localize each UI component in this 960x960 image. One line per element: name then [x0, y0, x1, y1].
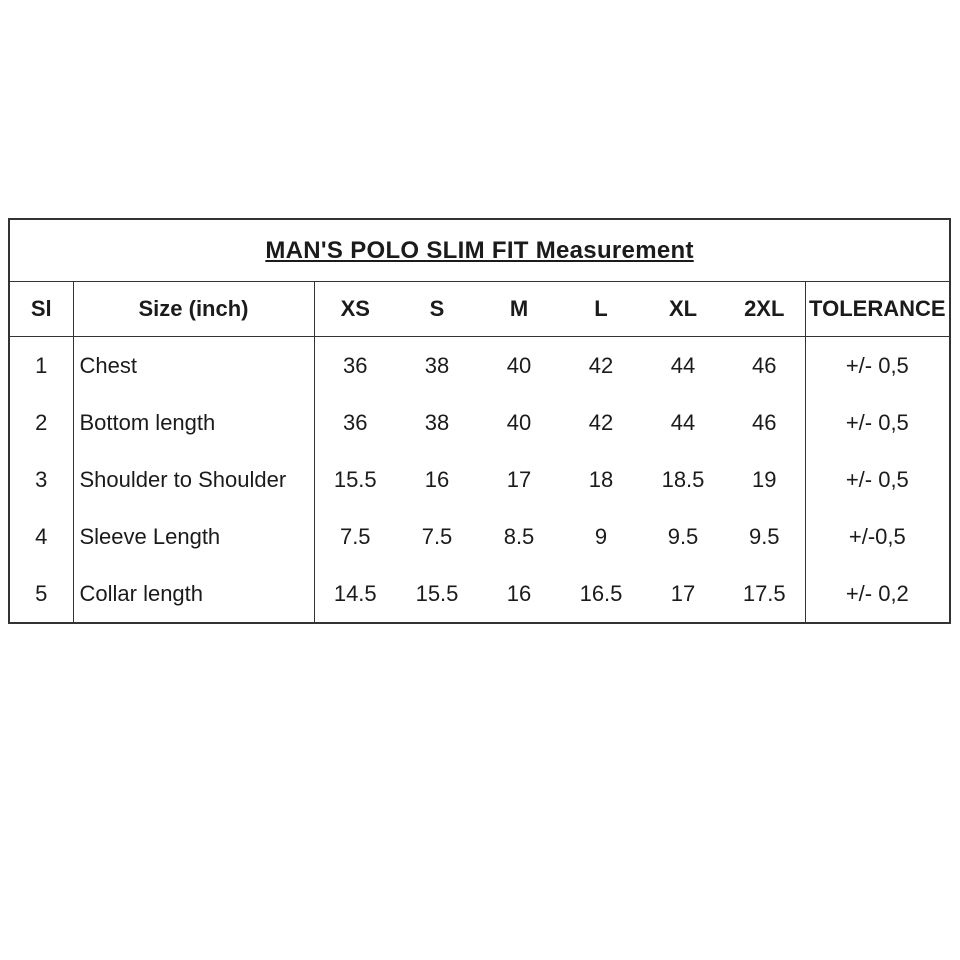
sl-number-cell: 5 [9, 565, 74, 623]
size-value-cell: 9.5 [724, 508, 806, 565]
size-value-cell: 16 [506, 580, 532, 606]
sl-number-cell: 2 [9, 394, 74, 451]
size-value-cell: 46 [724, 336, 806, 394]
tolerance-value-cell: +/- 0,5 [845, 352, 909, 378]
size-value-cell: 8.5 [503, 523, 535, 549]
measurement-name-cell: Collar length [73, 565, 315, 623]
size-value-cell: 36 [343, 409, 368, 435]
size-value-cell: 9 [594, 523, 608, 549]
size-value-cell: 40 [506, 352, 532, 378]
table-body: 1 Chest 36 38 40 42 44 46 +/- 0,5 2 Bottom length 3… [9, 336, 950, 623]
column-header-sl: Sl [9, 281, 74, 337]
table-row: 3 Shoulder to Shoulder 15.5 16 17 18 18.5 19 +/-… [9, 451, 950, 508]
size-value-cell: 15.5 [333, 466, 377, 492]
size-value-cell: 17 [670, 580, 696, 606]
size-value-cell: 44 [670, 352, 696, 378]
measurement-name-cell: Bottom length [73, 394, 315, 451]
size-value-cell: 38 [424, 409, 450, 435]
table-title: MAN'S POLO SLIM FIT Measurement [265, 236, 694, 264]
table-row: 1 Chest 36 38 40 42 44 46 +/- 0,5 [9, 336, 950, 394]
header-row: Sl Size (inch) XS S M L XL 2XL TOLERANCE [9, 281, 951, 337]
tolerance-value-cell: +/- 0,2 [845, 580, 909, 606]
measurement-name-cell: Sleeve Length [73, 508, 315, 565]
sl-number-cell: 4 [9, 508, 74, 565]
size-value-cell: 40 [506, 409, 532, 435]
column-header-size-inch: Size (inch) [73, 281, 315, 337]
size-value-cell: 46 [724, 394, 806, 451]
column-header-m: M [478, 281, 560, 337]
column-header-tolerance: TOLERANCE [805, 281, 951, 337]
size-value-cell: 9.5 [667, 523, 699, 549]
table-row: 5 Collar length 14.5 15.5 16 16.5 17 17.5 +/- 0,… [9, 565, 950, 623]
size-value-cell: 18.5 [661, 466, 705, 492]
column-header-l: L [560, 281, 642, 337]
column-header-2xl: 2XL [724, 281, 806, 337]
size-value-cell: 17.5 [724, 565, 806, 623]
sl-number-cell: 3 [9, 451, 74, 508]
size-value-cell: 38 [424, 352, 450, 378]
size-value-cell: 44 [670, 409, 696, 435]
size-value-cell: 16 [424, 466, 450, 492]
size-value-cell: 42 [588, 352, 614, 378]
title-row: MAN'S POLO SLIM FIT Measurement [9, 219, 951, 282]
size-value-cell: 19 [724, 451, 806, 508]
table-row: 2 Bottom length 36 38 40 42 44 46 +/- 0,5 [9, 394, 950, 451]
size-value-cell: 42 [588, 409, 614, 435]
measurement-name-cell: Chest [73, 336, 315, 394]
table-title-cell: MAN'S POLO SLIM FIT Measurement [9, 219, 951, 282]
table-row: 4 Sleeve Length 7.5 7.5 8.5 9 9.5 9.5 +/-0,5 [9, 508, 950, 565]
sl-number-cell: 1 [9, 336, 74, 394]
size-value-cell: 7.5 [339, 523, 371, 549]
measurement-name-cell: Shoulder to Shoulder [73, 451, 315, 508]
size-value-cell: 15.5 [415, 580, 459, 606]
size-value-cell: 36 [343, 352, 368, 378]
size-value-cell: 18 [588, 466, 614, 492]
column-header-s: S [396, 281, 478, 337]
size-value-cell: 14.5 [333, 580, 377, 606]
size-value-cell: 7.5 [421, 523, 453, 549]
tolerance-value-cell: +/- 0,5 [845, 409, 909, 435]
column-header-xs: XS [314, 281, 396, 337]
size-value-cell: 16.5 [579, 580, 623, 606]
size-value-cell: 17 [506, 466, 532, 492]
tolerance-value-cell: +/-0,5 [848, 523, 906, 549]
size-chart-table: MAN'S POLO SLIM FIT Measurement Sl Size … [8, 218, 952, 624]
column-header-xl: XL [642, 281, 724, 337]
tolerance-value-cell: +/- 0,5 [845, 466, 909, 492]
